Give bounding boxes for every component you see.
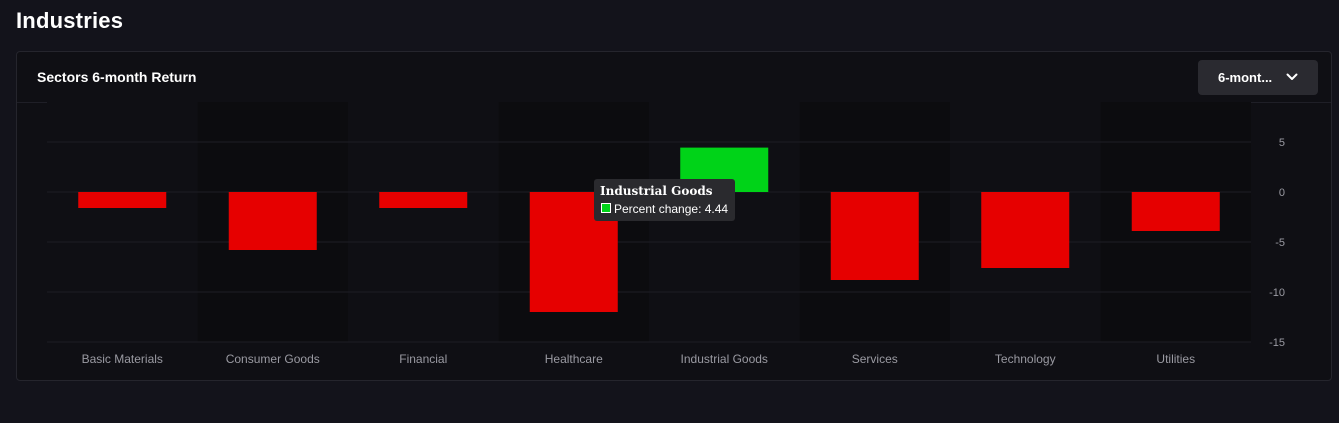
x-tick-label: Consumer Goods xyxy=(226,352,320,366)
tooltip-title: Industrial Goods xyxy=(600,184,713,198)
category-bands xyxy=(47,102,1251,342)
x-tick-label: Utilities xyxy=(1156,352,1195,366)
x-tick-label: Technology xyxy=(995,352,1056,366)
y-tick-label: 0 xyxy=(1279,187,1285,199)
x-tick-label: Basic Materials xyxy=(82,352,163,366)
y-tick-label: -5 xyxy=(1275,237,1285,249)
y-tick-label: -15 xyxy=(1269,337,1285,349)
bar xyxy=(379,192,468,208)
y-tick-labels: 5 0 -5 -10 -15 xyxy=(1269,137,1285,349)
tooltip-swatch xyxy=(601,203,611,213)
page-title: Industries xyxy=(16,8,124,33)
x-tick-labels: Basic Materials Consumer Goods Financial He… xyxy=(82,352,1196,366)
y-tick-label: -10 xyxy=(1269,287,1285,299)
category-band xyxy=(649,102,800,342)
category-band xyxy=(348,102,499,342)
chart-tooltip: Industrial Goods Percent change: 4.44 xyxy=(594,179,735,221)
tooltip-separator: : xyxy=(698,202,705,216)
bar xyxy=(981,192,1070,268)
bar xyxy=(78,192,167,208)
sector-returns-card: Sectors 6-month Return 6-mont... 5 0 -5 -10… xyxy=(16,51,1332,381)
x-tick-label: Financial xyxy=(399,352,447,366)
bar-chart: 5 0 -5 -10 -15 Basic Materials Consumer Goods… xyxy=(47,102,1285,366)
period-select-label: 6-mont... xyxy=(1218,70,1273,85)
period-select[interactable]: 6-mont... xyxy=(1198,60,1318,95)
x-tick-label: Services xyxy=(852,352,898,366)
bar xyxy=(228,192,317,250)
tooltip-series-label: Percent change xyxy=(614,202,699,216)
category-band xyxy=(47,102,198,342)
chevron-down-icon xyxy=(1286,73,1298,80)
bar xyxy=(830,192,919,280)
x-tick-label: Healthcare xyxy=(545,352,603,366)
card-title: Sectors 6-month Return xyxy=(37,69,197,85)
tooltip-value: 4.44 xyxy=(704,202,729,216)
x-tick-label: Industrial Goods xyxy=(681,352,768,366)
y-tick-label: 5 xyxy=(1279,137,1285,149)
bar xyxy=(1131,192,1220,231)
tooltip-value-line: Percent change: 4.44 xyxy=(614,202,728,216)
